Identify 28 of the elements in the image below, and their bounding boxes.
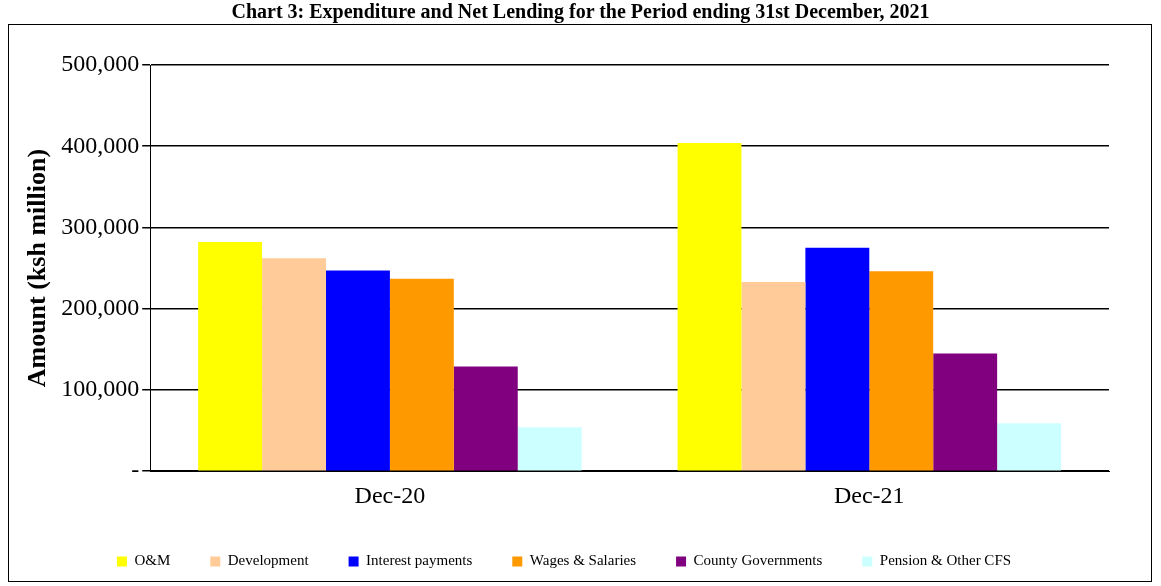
bar <box>517 427 582 471</box>
chart-title: Chart 3: Expenditure and Net Lending for the Period ending 31st December, 2021 <box>230 0 931 22</box>
bar <box>453 366 518 471</box>
bar <box>325 270 390 471</box>
bar <box>389 278 454 471</box>
x-tick-label: Dec-20 <box>354 481 426 508</box>
legend-label: County Governments <box>693 552 823 569</box>
y-axis-title: Amount (ksh million) <box>22 148 52 388</box>
legend-label: O&M <box>134 552 171 569</box>
bar <box>869 271 934 471</box>
y-tick-label: 200,000 <box>61 294 140 321</box>
x-tick-label: Dec-21 <box>833 481 905 508</box>
bar <box>933 353 998 471</box>
y-tick-label: 100,000 <box>61 375 140 402</box>
bar <box>805 247 870 471</box>
y-tick-label: 500,000 <box>61 50 140 77</box>
y-tick-label: - <box>131 456 140 483</box>
legend-label: Wages & Salaries <box>529 552 637 569</box>
bar <box>677 142 742 471</box>
legend-label: Interest payments <box>366 552 473 569</box>
bar <box>741 281 806 471</box>
bar <box>198 242 263 471</box>
bar <box>262 258 326 471</box>
bar <box>997 423 1062 471</box>
y-tick-label: 300,000 <box>61 212 140 239</box>
y-tick-label: 400,000 <box>61 131 140 158</box>
legend-label: Pension & Other CFS <box>879 552 1012 569</box>
legend-label: Development <box>227 552 310 569</box>
